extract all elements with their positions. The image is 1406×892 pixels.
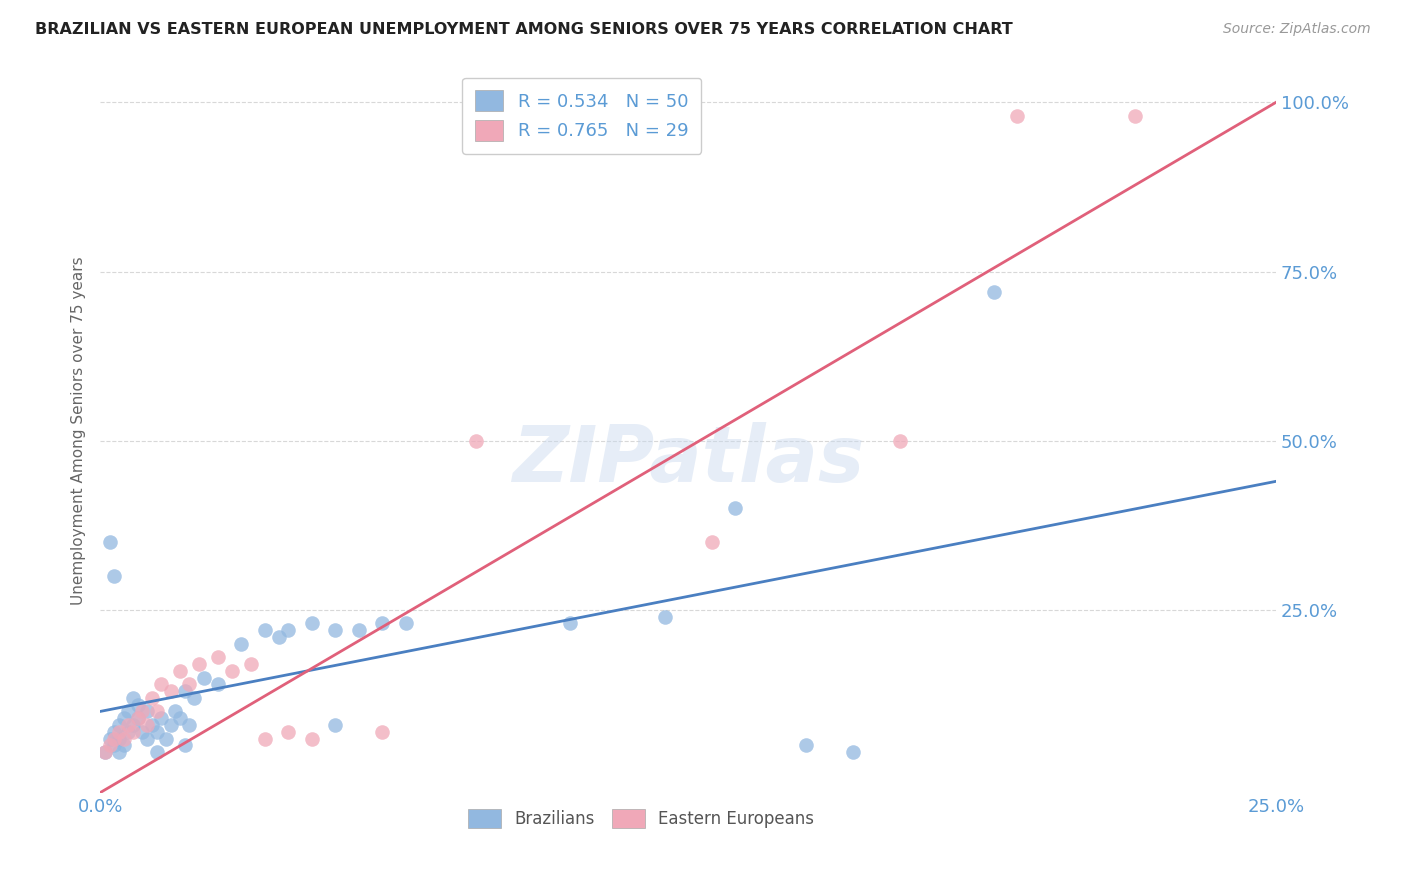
- Point: [141, 718, 163, 732]
- Point: [145, 705, 167, 719]
- Point: [465, 434, 488, 448]
- Point: [173, 739, 195, 753]
- Point: [117, 718, 139, 732]
- Point: [108, 731, 131, 746]
- Point: [841, 745, 863, 759]
- Point: [112, 739, 135, 753]
- Point: [150, 677, 173, 691]
- Point: [103, 739, 125, 753]
- Point: [253, 624, 276, 638]
- Point: [301, 731, 323, 746]
- Point: [277, 724, 299, 739]
- Text: ZIPatlas: ZIPatlas: [512, 422, 865, 498]
- Point: [141, 690, 163, 705]
- Legend: Brazilians, Eastern Europeans: Brazilians, Eastern Europeans: [461, 803, 821, 835]
- Point: [560, 616, 582, 631]
- Point: [117, 705, 139, 719]
- Point: [193, 671, 215, 685]
- Point: [94, 745, 117, 759]
- Point: [700, 535, 723, 549]
- Point: [145, 724, 167, 739]
- Point: [239, 657, 262, 671]
- Point: [108, 745, 131, 759]
- Text: BRAZILIAN VS EASTERN EUROPEAN UNEMPLOYMENT AMONG SENIORS OVER 75 YEARS CORRELATI: BRAZILIAN VS EASTERN EUROPEAN UNEMPLOYME…: [35, 22, 1012, 37]
- Point: [301, 616, 323, 631]
- Point: [98, 739, 121, 753]
- Y-axis label: Unemployment Among Seniors over 75 years: Unemployment Among Seniors over 75 years: [72, 256, 86, 605]
- Point: [654, 609, 676, 624]
- Point: [127, 711, 149, 725]
- Point: [183, 690, 205, 705]
- Point: [136, 705, 159, 719]
- Point: [173, 684, 195, 698]
- Point: [131, 724, 153, 739]
- Point: [103, 569, 125, 583]
- Point: [983, 285, 1005, 299]
- Point: [889, 434, 911, 448]
- Point: [112, 711, 135, 725]
- Point: [371, 616, 394, 631]
- Point: [371, 724, 394, 739]
- Point: [179, 718, 201, 732]
- Point: [150, 711, 173, 725]
- Point: [207, 677, 229, 691]
- Point: [347, 624, 370, 638]
- Point: [221, 664, 243, 678]
- Point: [131, 705, 153, 719]
- Point: [103, 724, 125, 739]
- Point: [155, 731, 177, 746]
- Point: [94, 745, 117, 759]
- Text: Source: ZipAtlas.com: Source: ZipAtlas.com: [1223, 22, 1371, 37]
- Point: [122, 690, 145, 705]
- Point: [122, 718, 145, 732]
- Point: [108, 718, 131, 732]
- Point: [1123, 109, 1146, 123]
- Point: [98, 535, 121, 549]
- Point: [794, 739, 817, 753]
- Point: [117, 724, 139, 739]
- Point: [253, 731, 276, 746]
- Point: [108, 724, 131, 739]
- Point: [323, 624, 346, 638]
- Point: [103, 731, 125, 746]
- Point: [165, 705, 187, 719]
- Point: [179, 677, 201, 691]
- Point: [724, 501, 747, 516]
- Point: [136, 731, 159, 746]
- Point: [395, 616, 418, 631]
- Point: [112, 731, 135, 746]
- Point: [231, 637, 253, 651]
- Point: [145, 745, 167, 759]
- Point: [267, 630, 290, 644]
- Point: [169, 664, 191, 678]
- Point: [127, 698, 149, 712]
- Point: [122, 724, 145, 739]
- Point: [159, 718, 181, 732]
- Point: [187, 657, 209, 671]
- Point: [159, 684, 181, 698]
- Point: [127, 711, 149, 725]
- Point: [207, 650, 229, 665]
- Point: [277, 624, 299, 638]
- Point: [1007, 109, 1029, 123]
- Point: [323, 718, 346, 732]
- Point: [98, 731, 121, 746]
- Point: [136, 718, 159, 732]
- Point: [169, 711, 191, 725]
